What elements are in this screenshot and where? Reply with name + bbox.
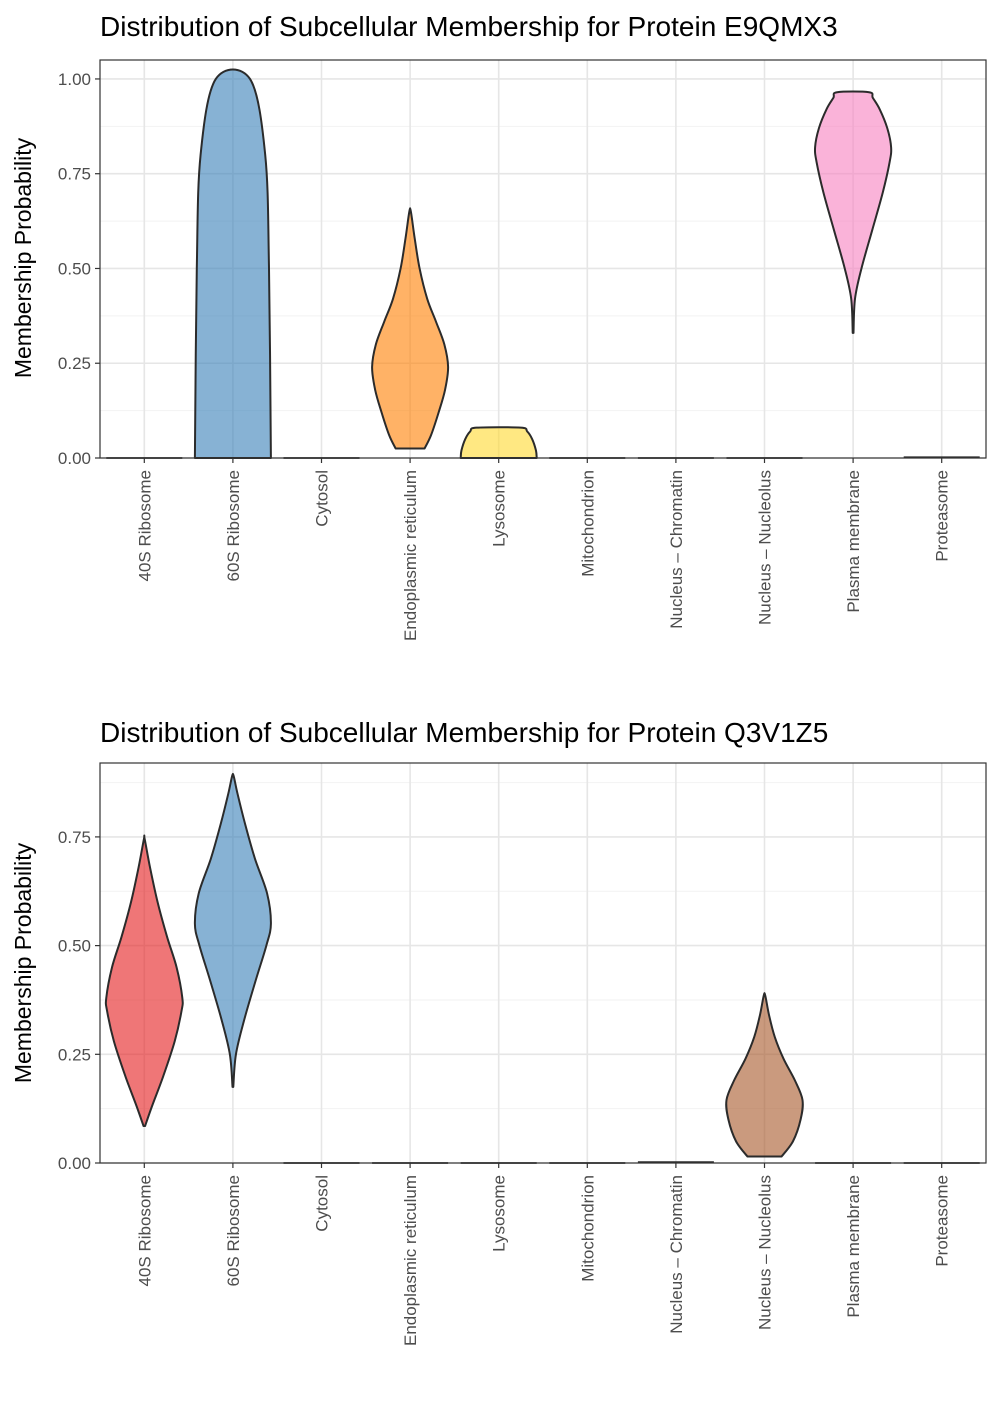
panel-1-x-tick-label: Nucleus – Chromatin bbox=[667, 470, 686, 629]
panel-2-x-tick-label: Nucleus – Nucleolus bbox=[756, 1175, 775, 1330]
panel-1-x-tick-label: Nucleus – Nucleolus bbox=[756, 470, 775, 625]
panel-1-x-tick-label: Proteasome bbox=[933, 470, 952, 562]
panel-2-x-tick-label: Lysosome bbox=[490, 1175, 509, 1252]
panel-1-y-tick-label: 0.00 bbox=[58, 449, 91, 468]
panel-2-x-ticks: 40S Ribosome 60S Ribosome Cytosol Endopl… bbox=[135, 1163, 952, 1346]
panel-1-title: Distribution of Subcellular Membership f… bbox=[100, 11, 838, 42]
violin-0 bbox=[104, 834, 184, 1128]
panel-2-x-tick-label: Nucleus – Chromatin bbox=[667, 1175, 686, 1334]
panel-2-y-tick-label: 0.00 bbox=[58, 1154, 91, 1173]
violin-3 bbox=[371, 207, 450, 450]
panel-2-y-tick-label: 0.75 bbox=[58, 828, 91, 847]
violin-1 bbox=[193, 772, 272, 1088]
panel-2-border bbox=[99, 762, 987, 1164]
panel-2-y-axis-label: Membership Probability bbox=[10, 842, 36, 1083]
violin-7 bbox=[725, 992, 804, 1158]
violin-1 bbox=[193, 68, 272, 459]
violin-4 bbox=[459, 426, 538, 459]
panel-1-x-ticks: 40S Ribosome 60S Ribosome Cytosol Endopl… bbox=[135, 458, 952, 641]
panel-2-title: Distribution of Subcellular Membership f… bbox=[100, 717, 828, 748]
panel-1-border bbox=[99, 59, 987, 459]
panel-2-violins bbox=[104, 772, 980, 1164]
panel-2-x-tick-label: Endoplasmic reticulum bbox=[401, 1175, 420, 1346]
panel-1-x-tick-label: Mitochondrion bbox=[578, 470, 597, 577]
panel-1-y-tick-label: 0.50 bbox=[58, 259, 91, 278]
panel-1-x-tick-label: Plasma membrane bbox=[844, 470, 863, 613]
panel-2-x-tick-label: Proteasome bbox=[933, 1175, 952, 1267]
panel-1-x-tick-label: Lysosome bbox=[490, 470, 509, 547]
panel-1-x-tick-label: Cytosol bbox=[313, 470, 332, 527]
panel-1-y-ticks: 0.00 0.25 0.50 0.75 1.00 bbox=[58, 70, 100, 468]
panel-1-y-axis-label: Membership Probability bbox=[10, 137, 36, 378]
panel-1-y-tick-label: 0.75 bbox=[58, 165, 91, 184]
panel-2-x-tick-label: Cytosol bbox=[313, 1175, 332, 1232]
panel-2-y-tick-label: 0.50 bbox=[58, 937, 91, 956]
panel-2-x-tick-label: Mitochondrion bbox=[578, 1175, 597, 1282]
panel-2-y-tick-label: 0.25 bbox=[58, 1045, 91, 1064]
panel-1-y-tick-label: 1.00 bbox=[58, 70, 91, 89]
panel-1-x-tick-label: Endoplasmic reticulum bbox=[401, 470, 420, 641]
panel-1: Distribution of Subcellular Membership f… bbox=[10, 11, 987, 641]
panel-2-x-tick-label: 40S Ribosome bbox=[135, 1175, 154, 1287]
violin-8 bbox=[813, 90, 893, 334]
panel-2-x-tick-label: Plasma membrane bbox=[844, 1175, 863, 1318]
panel-1-x-tick-label: 60S Ribosome bbox=[224, 470, 243, 582]
panel-2-y-ticks: 0.00 0.25 0.50 0.75 bbox=[58, 828, 100, 1173]
panel-1-y-tick-label: 0.25 bbox=[58, 354, 91, 373]
panel-2: Distribution of Subcellular Membership f… bbox=[10, 717, 987, 1346]
panel-2-x-tick-label: 60S Ribosome bbox=[224, 1175, 243, 1287]
panel-1-violins bbox=[106, 68, 980, 459]
panel-1-x-tick-label: 40S Ribosome bbox=[135, 470, 154, 582]
